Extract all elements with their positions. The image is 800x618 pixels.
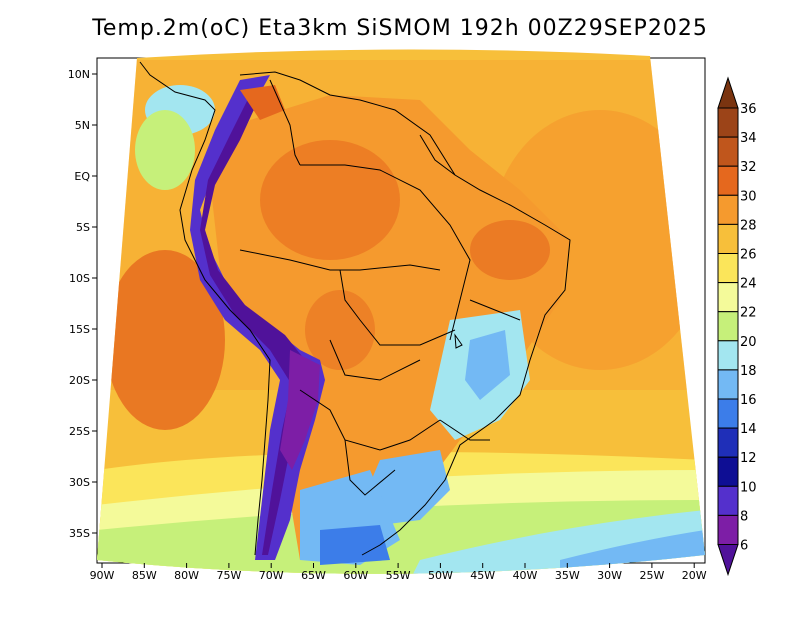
lat-label: 30S (69, 476, 90, 489)
lat-label: 15S (69, 323, 90, 336)
colorbar-box (717, 369, 739, 400)
colorbar-box (717, 253, 739, 284)
lon-label: 55W (386, 569, 411, 582)
colorbar-box (717, 340, 739, 371)
colorbar-box (717, 427, 739, 458)
colorbar-box (717, 223, 739, 254)
lon-label: 90W (90, 569, 115, 582)
lat-label: 10S (69, 272, 90, 285)
lat-label: 35S (69, 527, 90, 540)
lat-label: 5S (76, 221, 90, 234)
lat-label: EQ (74, 170, 90, 183)
colorbar-label: 20 (740, 335, 757, 350)
lon-label: 30W (597, 569, 622, 582)
lat-label: 20S (69, 374, 90, 387)
colorbar-label: 10 (740, 480, 757, 495)
longitude-axis: 90W 85W 80W 75W 70W 65W 60W 55W 50W 45W 40W 35W 30W 2… (90, 563, 707, 582)
colorbar-label: 30 (740, 189, 757, 204)
colorbar-box (717, 485, 739, 516)
colorbar-box (717, 107, 739, 138)
colorbar-top-arrow (717, 76, 739, 109)
temperature-field (97, 49, 705, 574)
colorbar-label: 32 (740, 160, 757, 175)
lon-label: 20W (682, 569, 707, 582)
lon-label: 70W (259, 569, 284, 582)
colorbar-box (717, 282, 739, 313)
colorbar-box (717, 194, 739, 225)
lon-label: 45W (470, 569, 495, 582)
colorbar-label: 8 (740, 509, 748, 524)
colorbar-label: 12 (740, 451, 757, 466)
country-borders (139, 61, 571, 556)
colorbar: 36 34 32 30 28 26 24 22 20 18 16 14 12 10 8 6 (717, 76, 757, 577)
lon-label: 85W (132, 569, 157, 582)
lon-label: 35W (555, 569, 580, 582)
colorbar-box (717, 165, 739, 196)
colorbar-label: 26 (740, 248, 757, 263)
lon-label: 80W (174, 569, 199, 582)
colorbar-label: 34 (740, 131, 757, 146)
colorbar-label: 36 (740, 102, 757, 117)
colorbar-label: 16 (740, 393, 757, 408)
colorbar-box (717, 311, 739, 342)
map-title: Temp.2m(oC) Eta3km SiSMOM 192h 00Z29SEP2… (92, 16, 708, 41)
lat-label: 25S (69, 425, 90, 438)
colorbar-bottom-arrow (717, 544, 739, 577)
lon-label: 75W (216, 569, 241, 582)
colorbar-label: 28 (740, 218, 757, 233)
colorbar-box (717, 514, 739, 546)
colorbar-box (717, 136, 739, 167)
colorbar-label: 22 (740, 306, 757, 321)
lon-label: 65W (301, 569, 326, 582)
colorbar-label: 6 (740, 539, 748, 554)
lon-label: 60W (343, 569, 368, 582)
colorbar-label: 18 (740, 364, 757, 379)
lon-label: 40W (513, 569, 538, 582)
lon-label: 50W (428, 569, 453, 582)
lat-label: 5N (75, 119, 90, 132)
lat-label: 10N (68, 68, 90, 81)
colorbar-box (717, 398, 739, 429)
lon-label: 25W (639, 569, 664, 582)
colorbar-label: 24 (740, 277, 757, 292)
colorbar-label: 14 (740, 422, 757, 437)
latitude-axis: 10N 5N EQ 5S 10S 15S 20S 25S 30S 35S (68, 68, 97, 540)
colorbar-box (717, 456, 739, 487)
